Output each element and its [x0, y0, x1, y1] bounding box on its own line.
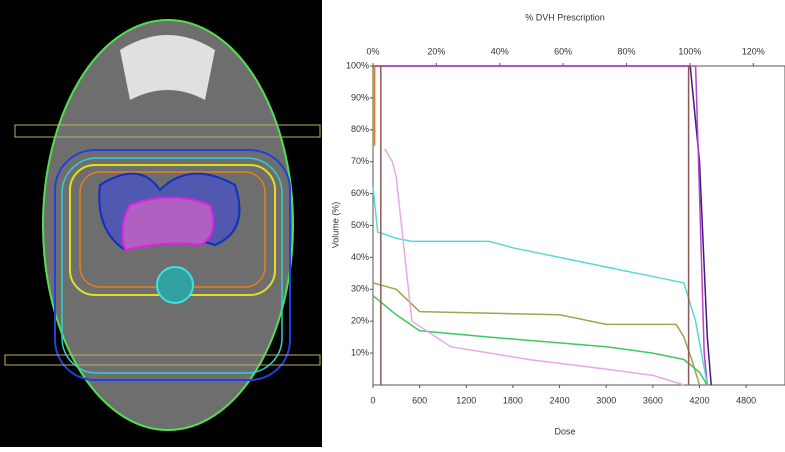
dvh-curve — [372, 282, 701, 386]
top-tick-label: 60% — [554, 46, 572, 56]
ct-image — [0, 0, 322, 447]
x-tick-label: 1200 — [456, 395, 476, 405]
plot-frame — [372, 65, 785, 386]
x-tick-label: 1800 — [503, 395, 523, 405]
x-axis-title: Dose — [554, 426, 575, 436]
x-tick-label: 4800 — [736, 395, 756, 405]
top-tick-label: 20% — [427, 46, 445, 56]
y-tick-label: 50% — [351, 220, 369, 230]
y-tick-label: 100% — [346, 60, 369, 70]
dvh-curve — [384, 148, 685, 386]
dvh-curve — [373, 65, 709, 386]
dvh-curve — [372, 295, 708, 386]
y-tick-label: 30% — [351, 284, 369, 294]
y-tick-label: 90% — [351, 92, 369, 102]
y-tick-label: 40% — [351, 252, 369, 262]
y-tick-label: 20% — [351, 316, 369, 326]
y-tick-label: 60% — [351, 188, 369, 198]
y-tick-label: 10% — [351, 347, 369, 357]
y-tick-label: 80% — [351, 124, 369, 134]
dvh-curve — [373, 65, 712, 386]
y-tick-label: 70% — [351, 156, 369, 166]
x-tick-label: 600 — [412, 395, 427, 405]
x-tick-label: 0 — [370, 395, 375, 405]
top-tick-label: 100% — [678, 46, 701, 56]
top-tick-label: 80% — [618, 46, 636, 56]
top-tick-label: 0% — [366, 46, 379, 56]
dvh-curve — [372, 187, 709, 386]
x-tick-label: 2400 — [550, 395, 570, 405]
x-tick-label: 3000 — [596, 395, 616, 405]
x-tick-label: 3600 — [643, 395, 663, 405]
chart-title: % DVH Prescription — [525, 12, 605, 22]
top-tick-label: 40% — [491, 46, 509, 56]
y-axis-title: Volume (%) — [330, 202, 340, 249]
top-tick-label: 120% — [742, 46, 765, 56]
x-tick-label: 4200 — [689, 395, 709, 405]
